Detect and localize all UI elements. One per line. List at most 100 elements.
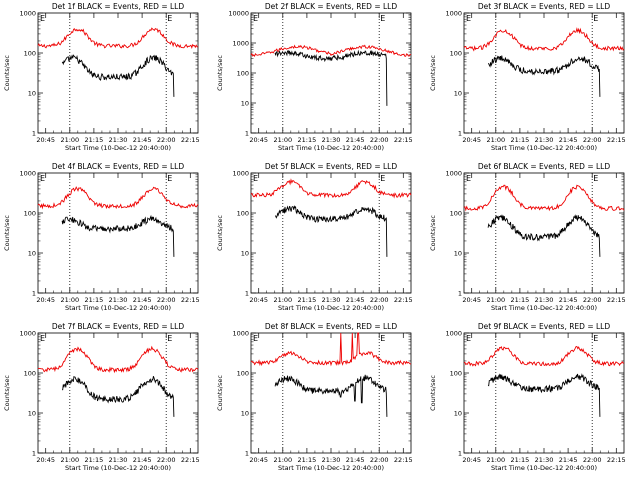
detector-panel-3: Det 3f BLACK = Events, RED = LLD 1 10 100 10… [426,0,639,160]
chart-title: Det 4f BLACK = Events, RED = LLD [52,162,185,171]
x-tick-label: 20:45 [36,456,55,464]
x-tick-label: 21:15 [511,456,530,464]
y-tick-label: 100 [237,70,249,78]
x-tick-label: 22:00 [157,296,176,304]
events-series-line [62,376,175,417]
plot-frame [250,12,412,134]
y-tick-label: 1000 [19,330,36,338]
y-tick-label: 1000 [445,330,462,338]
detector-chart-8: Det 8f BLACK = Events, RED = LLD 1 10 100 10… [216,322,413,472]
detector-chart-6: Det 6f BLACK = Events, RED = LLD 1 10 100 10… [429,162,626,312]
event-marker: E [593,14,598,23]
detector-chart-5: Det 5f BLACK = Events, RED = LLD 1 10 100 10… [216,162,413,312]
x-tick-label: 21:00 [486,296,505,304]
x-tick-label: 21:00 [486,456,505,464]
x-tick-label: 21:30 [322,296,341,304]
y-tick-label: 1000 [445,10,462,18]
x-tick-label: 21:30 [109,456,128,464]
y-tick-label: 1000 [232,170,249,178]
y-axis-label: Counts/sec [3,55,11,91]
x-tick-label: 22:15 [181,136,200,144]
x-axis-label: Start Time (10-Dec-12 20:40:00) [491,464,597,472]
y-axis-label: Counts/sec [216,215,224,251]
x-axis-label: Start Time (10-Dec-12 20:40:00) [491,144,597,152]
y-tick-label: 100 [450,50,462,58]
lld-series-line [37,186,199,210]
x-tick-label: 22:00 [370,136,389,144]
x-tick-label: 21:00 [273,136,292,144]
x-tick-label: 20:45 [249,296,268,304]
event-marker: E [253,334,258,343]
y-tick-label: 10 [241,410,249,418]
event-marker: E [466,334,471,343]
y-tick-label: 1 [32,290,36,298]
chart-title: Det 3f BLACK = Events, RED = LLD [478,2,611,11]
x-tick-label: 21:15 [85,456,104,464]
x-tick-label: 21:30 [322,456,341,464]
x-tick-label: 21:15 [85,296,104,304]
events-series-line [487,214,601,257]
x-tick-label: 21:00 [273,296,292,304]
plot-frame [250,332,412,454]
x-tick-label: 22:00 [583,296,602,304]
x-tick-label: 21:30 [322,136,341,144]
event-marker: E [466,174,471,183]
event-marker: E [380,334,385,343]
detector-chart-4: Det 4f BLACK = Events, RED = LLD 1 10 100 10… [3,162,200,312]
plot-frame [37,172,199,294]
y-tick-label: 1000 [445,170,462,178]
lld-series-line [37,27,199,49]
lld-series-line [250,332,412,367]
x-tick-label: 21:15 [511,296,530,304]
detector-panel-4: Det 4f BLACK = Events, RED = LLD 1 10 100 10… [0,160,213,320]
x-axis-label: Start Time (10-Dec-12 20:40:00) [491,304,597,312]
x-tick-label: 20:45 [462,456,481,464]
plot-frame [37,332,199,454]
chart-title: Det 7f BLACK = Events, RED = LLD [52,322,185,331]
y-tick-label: 100 [24,50,36,58]
events-series-line [274,374,388,417]
detector-chart-7: Det 7f BLACK = Events, RED = LLD 1 10 100 10… [3,322,200,472]
plot-frame [250,172,412,294]
y-tick-label: 10000 [228,10,249,18]
x-tick-label: 22:15 [181,456,200,464]
y-tick-label: 1 [245,130,249,138]
x-tick-label: 21:30 [109,136,128,144]
x-tick-label: 21:45 [346,136,365,144]
event-marker: E [253,14,258,23]
x-tick-label: 22:00 [157,136,176,144]
x-tick-label: 21:45 [346,296,365,304]
y-tick-label: 10 [28,250,36,258]
detector-chart-3: Det 3f BLACK = Events, RED = LLD 1 10 100 10… [429,2,626,152]
lld-series-line [250,44,412,58]
x-tick-label: 21:15 [298,136,317,144]
y-tick-label: 1 [32,130,36,138]
y-axis-label: Counts/sec [3,215,11,251]
y-tick-label: 100 [24,210,36,218]
x-tick-label: 22:15 [181,296,200,304]
y-tick-label: 10 [454,90,462,98]
event-marker: E [253,174,258,183]
events-series-line [488,55,601,97]
x-tick-label: 21:45 [133,296,152,304]
x-tick-label: 22:15 [394,136,413,144]
x-tick-label: 21:15 [298,456,317,464]
events-series-line [274,205,388,257]
x-tick-label: 21:00 [60,296,79,304]
events-series-line [61,54,175,97]
detector-panel-5: Det 5f BLACK = Events, RED = LLD 1 10 100 10… [213,160,426,320]
event-marker: E [40,14,45,23]
detector-panel-8: Det 8f BLACK = Events, RED = LLD 1 10 100 10… [213,320,426,480]
y-tick-label: 1 [458,130,462,138]
event-marker: E [593,334,598,343]
event-marker: E [466,14,471,23]
event-marker: E [40,174,45,183]
x-axis-label: Start Time (10-Dec-12 20:40:00) [65,304,171,312]
detector-chart-2: Det 2f BLACK = Events, RED = LLD 1 10 100 10… [216,2,413,152]
x-tick-label: 21:15 [511,136,530,144]
y-tick-label: 1 [32,450,36,458]
lld-series-line [463,345,625,367]
y-tick-label: 10 [28,410,36,418]
x-axis-label: Start Time (10-Dec-12 20:40:00) [278,144,384,152]
